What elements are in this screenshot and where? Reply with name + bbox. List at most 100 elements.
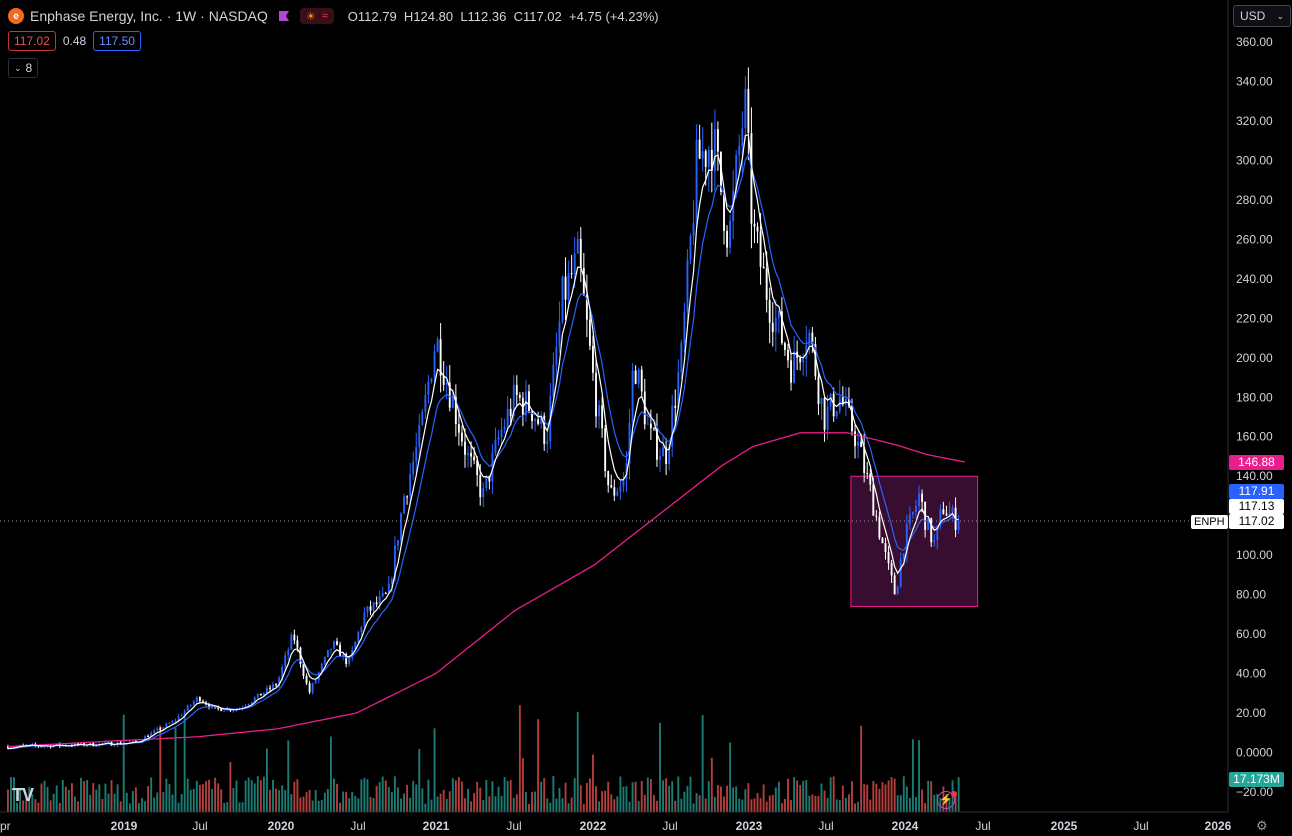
price-tick-label: −20.00 — [1236, 785, 1273, 799]
volume-bar — [134, 787, 137, 812]
volume-bar — [299, 797, 302, 812]
volume-bar — [582, 803, 585, 812]
candle-body — [479, 475, 482, 498]
candle-body — [948, 512, 951, 516]
candle-body — [281, 666, 284, 678]
indicators-toggle[interactable]: ⌄ 8 — [8, 58, 39, 78]
volume-bar — [771, 794, 774, 812]
time-tick-label: 2022 — [580, 819, 607, 833]
price-tick-label: 300.00 — [1236, 153, 1273, 167]
candle-body — [104, 742, 107, 744]
volume-bar — [918, 740, 920, 812]
volume-bar — [628, 801, 631, 812]
candle-body — [433, 351, 436, 379]
bookmark-flag-icon[interactable] — [278, 10, 290, 22]
volume-bar — [680, 798, 683, 812]
ask-button[interactable]: 117.50 — [93, 31, 141, 51]
volume-bar — [875, 783, 878, 812]
candle-body — [768, 299, 771, 323]
volume-bar — [506, 780, 509, 812]
time-tick-label: Jul — [506, 819, 521, 833]
volume-bar — [265, 748, 268, 812]
chevron-down-icon: ⌄ — [1276, 10, 1284, 21]
volume-bar — [713, 797, 716, 812]
volume-bar — [549, 802, 552, 812]
volume-bar — [720, 786, 722, 812]
symbol-title[interactable]: Enphase Energy, Inc. · 1W · NASDAQ — [30, 8, 268, 24]
volume-bar — [22, 800, 25, 812]
candle-body — [397, 540, 399, 546]
volume-bar — [436, 796, 439, 812]
candle-body — [601, 405, 604, 429]
candle-body — [616, 491, 619, 496]
candle-body — [817, 376, 820, 404]
volume-bar — [911, 739, 914, 812]
volume-bar — [826, 797, 829, 812]
candle-body — [272, 684, 274, 689]
gear-icon[interactable]: ⚙ — [1256, 818, 1268, 833]
candle-body — [573, 253, 576, 275]
volume-bar — [439, 793, 442, 812]
candle-body — [814, 344, 817, 377]
volume-bar — [77, 801, 79, 812]
market-status-pill[interactable]: ☀ ≈ — [299, 8, 334, 24]
highlight-rectangle[interactable] — [850, 475, 979, 607]
lightning-icon[interactable]: ⚡ — [937, 791, 955, 809]
volume-bar — [899, 795, 902, 812]
volume-bar — [729, 742, 732, 812]
volume-bar — [430, 799, 433, 812]
candle-body — [305, 675, 308, 684]
volume-bar — [351, 791, 354, 812]
candle-body — [451, 396, 454, 408]
currency-select[interactable]: USD ⌄ — [1233, 5, 1291, 27]
volume-bar — [433, 728, 436, 812]
candle-body — [851, 405, 853, 432]
volume-bar — [625, 786, 628, 812]
candle-body — [811, 332, 814, 345]
candle-body — [482, 488, 485, 498]
candle-body — [671, 405, 674, 447]
candle-body — [314, 679, 317, 684]
volume-bar — [16, 802, 19, 812]
volume-bar — [19, 789, 22, 812]
chevron-down-icon: ⌄ — [14, 62, 22, 73]
volume-bar — [579, 785, 582, 812]
volume-bar — [220, 789, 223, 812]
candle-body — [634, 370, 637, 384]
candle-body — [610, 485, 613, 488]
candle-body — [144, 736, 146, 741]
volume-bar — [403, 793, 405, 812]
price-tick-label: 200.00 — [1236, 351, 1273, 365]
volume-bar — [384, 780, 387, 812]
candle-body — [835, 411, 838, 417]
volume-bar — [302, 796, 305, 812]
candle-body — [659, 456, 661, 460]
candle-body — [247, 704, 250, 706]
tradingview-logo[interactable]: TV — [12, 785, 34, 805]
candle-body — [890, 563, 893, 576]
candle-body — [418, 424, 421, 448]
candle-body — [689, 235, 692, 260]
candle-body — [771, 322, 774, 333]
candle-body — [262, 692, 265, 696]
bid-button[interactable]: 117.02 — [8, 31, 56, 51]
time-tick-label: pr — [0, 819, 11, 833]
volume-bar — [360, 779, 363, 812]
candle-body — [857, 441, 860, 447]
volume-bar — [476, 781, 479, 812]
volume-bar — [884, 784, 887, 812]
candle-body — [707, 149, 710, 167]
volume-bar — [217, 783, 220, 812]
volume-bar — [695, 793, 698, 812]
candle-body — [293, 634, 296, 641]
volume-bar — [860, 725, 863, 812]
candle-body — [698, 139, 701, 159]
candle-body — [710, 149, 713, 171]
ohlc-values: O112.79 H124.80 L112.36 C117.02 +4.75 (+… — [347, 8, 659, 24]
candle-body — [485, 475, 488, 489]
candle-body — [534, 419, 537, 422]
candle-body — [567, 273, 570, 300]
candle-body — [457, 424, 460, 433]
candle-body — [269, 687, 271, 689]
